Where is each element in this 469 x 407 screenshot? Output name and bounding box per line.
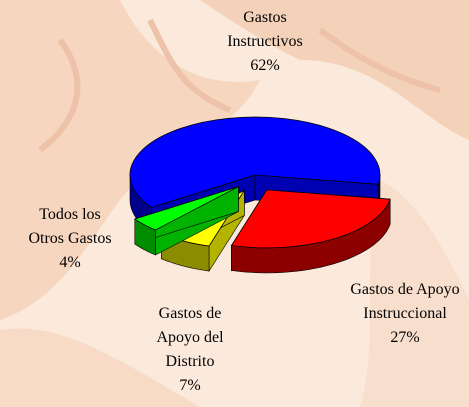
category-label: Gastos de Apoyo Instruccional [350,281,460,322]
value-label: 27% [390,329,420,346]
label: Todos los Otros Gastos 4% [20,203,120,275]
slice-top [129,116,381,208]
category-label: Gastos Instructivos [227,9,303,50]
label: Gastos de Apoyo Instruccional 27% [350,278,460,350]
label: Gastos Instructivos 62% [215,6,315,78]
pie-slice [230,188,391,274]
value-label: 4% [59,254,81,271]
slice-top [133,186,239,231]
value-label: 7% [179,377,201,394]
pie [129,116,391,274]
category-label: Gastos de Apoyo del Distrito [156,305,224,370]
pie-slice [133,186,239,256]
value-label: 62% [250,57,280,74]
slice-top [230,189,391,249]
label: Gastos de Apoyo del Distrito 7% [145,302,235,398]
category-label: Todos los Otros Gastos [28,206,112,247]
